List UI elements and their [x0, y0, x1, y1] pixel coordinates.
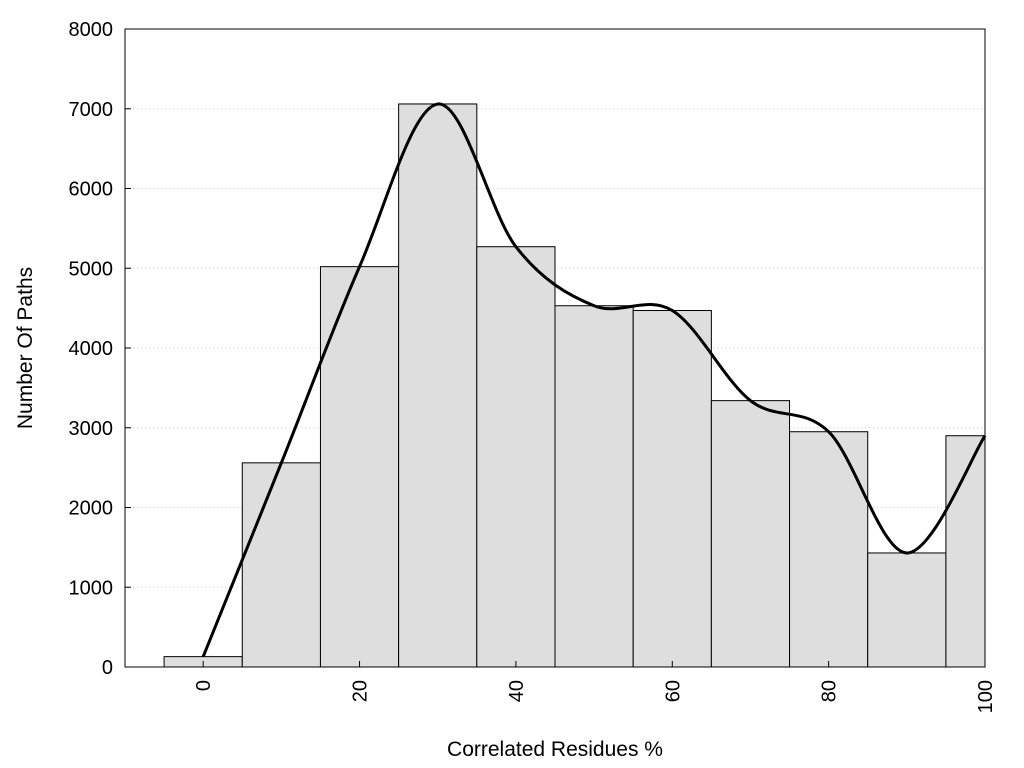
histogram-bar — [554, 305, 634, 668]
y-tick-label: 8000 — [69, 19, 114, 41]
histogram-bar — [867, 552, 947, 668]
bars — [163, 103, 986, 668]
y-axis-ticks: 0 1000 2000 3000 4000 5000 6000 7000 8000 — [69, 19, 131, 679]
x-tick-label: 80 — [819, 680, 841, 702]
x-tick-label: 20 — [350, 680, 372, 702]
x-tick-label: 100 — [975, 680, 997, 713]
histogram-bar — [710, 400, 791, 668]
y-tick-label: 2000 — [69, 498, 114, 520]
y-tick-label: 7000 — [69, 99, 114, 121]
x-tick-label: 0 — [193, 680, 215, 691]
histogram-bar — [398, 103, 478, 668]
histogram-bar — [632, 310, 712, 668]
x-axis-ticks: 0 20 40 60 80 100 — [193, 661, 997, 713]
y-tick-label: 4000 — [69, 338, 114, 360]
y-axis-label: Number Of Paths — [14, 267, 37, 429]
y-tick-label: 5000 — [69, 258, 114, 280]
histogram-bar — [319, 266, 400, 668]
histogram-bar — [241, 462, 321, 668]
y-tick-label: 3000 — [69, 418, 114, 440]
x-tick-label: 60 — [662, 680, 684, 702]
x-axis-label: Correlated Residues % — [447, 738, 663, 761]
histogram-bar — [945, 435, 986, 668]
y-tick-label: 0 — [102, 657, 113, 679]
histogram-bar — [476, 246, 556, 668]
y-tick-label: 6000 — [69, 179, 114, 201]
y-tick-label: 1000 — [69, 577, 114, 599]
smooth-curve — [201, 102, 987, 658]
x-tick-label: 40 — [506, 680, 528, 702]
histogram-bar — [789, 431, 869, 668]
